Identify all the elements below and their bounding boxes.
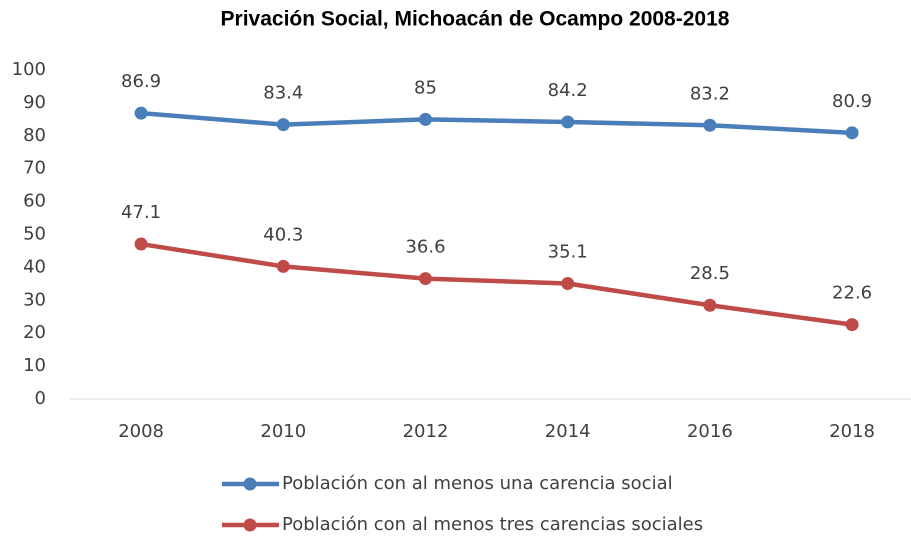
data-label: 28.5 xyxy=(690,263,730,284)
y-tick-label: 40 xyxy=(23,256,46,277)
x-tick-label: 2008 xyxy=(118,421,164,442)
series-line xyxy=(140,110,853,136)
y-tick-label: 60 xyxy=(23,191,46,212)
data-label: 85 xyxy=(414,77,437,98)
x-tick-label: 2016 xyxy=(687,421,733,442)
data-label: 35.1 xyxy=(548,242,588,263)
y-tick-label: 0 xyxy=(35,388,46,409)
y-tick-label: 90 xyxy=(23,92,46,113)
y-tick-label: 30 xyxy=(23,289,46,310)
point xyxy=(703,118,717,132)
x-tick-label: 2018 xyxy=(829,421,875,442)
data-label: 80.9 xyxy=(832,91,872,112)
point xyxy=(419,272,432,286)
y-tick-label: 70 xyxy=(23,158,46,179)
point xyxy=(845,126,859,140)
y-tick-label: 80 xyxy=(23,125,46,146)
point xyxy=(845,318,859,332)
point xyxy=(134,237,148,251)
data-label: 86.9 xyxy=(121,71,161,92)
y-tick-label: 20 xyxy=(23,322,46,343)
point xyxy=(561,115,575,129)
chart-title: Privación Social, Michoacán de Ocampo 20… xyxy=(221,8,730,31)
data-label: 22.6 xyxy=(832,283,872,304)
x-tick-label: 2014 xyxy=(545,421,591,442)
legend-label: Población con al menos tres carencias so… xyxy=(282,514,703,535)
series-line xyxy=(140,241,853,327)
point xyxy=(134,106,148,120)
data-label: 84.2 xyxy=(548,80,588,101)
data-label: 36.6 xyxy=(405,237,445,258)
data-label: 83.4 xyxy=(263,83,303,104)
y-tick-label: 10 xyxy=(23,355,46,376)
point xyxy=(703,298,717,312)
point xyxy=(419,112,432,126)
data-label: 47.1 xyxy=(121,202,161,223)
x-tick-label: 2012 xyxy=(403,421,449,442)
point xyxy=(276,259,290,273)
y-tick-label: 50 xyxy=(23,224,46,245)
y-tick-label: 100 xyxy=(12,59,46,80)
data-label: 40.3 xyxy=(263,224,303,245)
legend-marker xyxy=(243,518,257,532)
legend-marker xyxy=(243,477,257,491)
legend-label: Población con al menos una carencia soci… xyxy=(282,473,673,494)
point xyxy=(561,277,575,291)
data-label: 83.2 xyxy=(690,83,730,104)
point xyxy=(276,118,290,132)
x-tick-label: 2010 xyxy=(260,421,306,442)
